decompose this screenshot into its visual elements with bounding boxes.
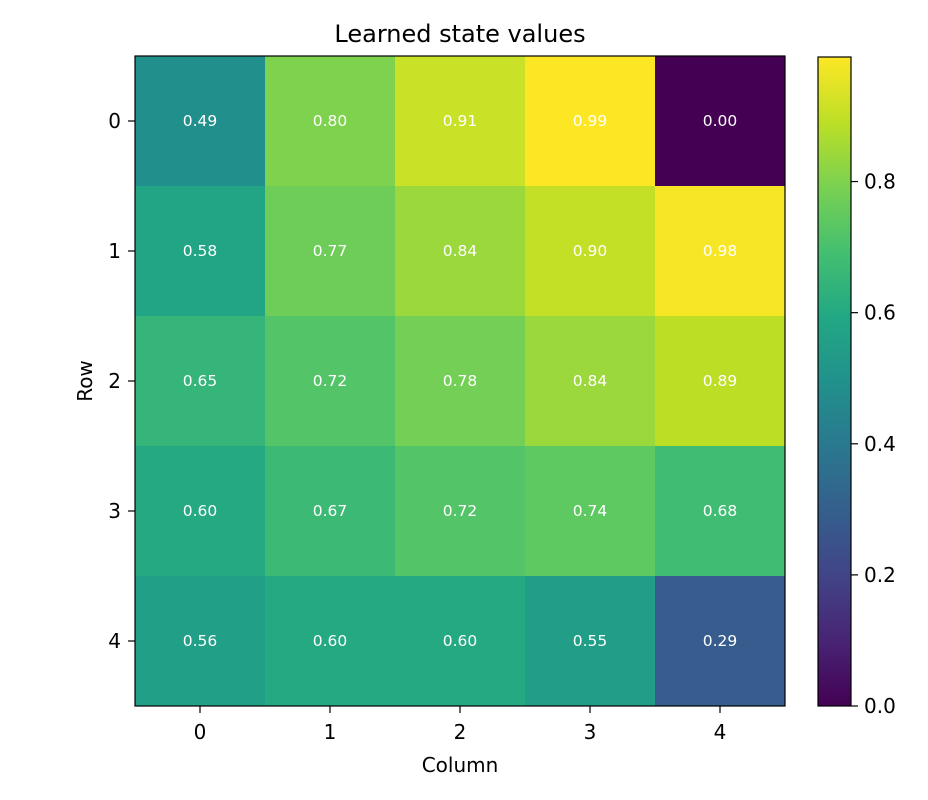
heatmap-cells <box>135 56 786 707</box>
heatmap-cell <box>395 446 526 577</box>
heatmap-cell-label: 0.60 <box>443 632 478 650</box>
y-axis-ticks: 0 1 2 3 4 <box>108 109 135 653</box>
heatmap-cell <box>525 446 656 577</box>
heatmap-cell-label: 0.77 <box>313 242 348 260</box>
heatmap-cell <box>135 446 266 577</box>
heatmap-cell-label: 0.72 <box>443 502 478 520</box>
heatmap-cell <box>265 576 396 707</box>
colorbar <box>817 56 852 707</box>
heatmap-cell <box>655 446 786 577</box>
heatmap-cell-labels: 0.49 0.80 0.91 0.99 0.00 0.58 0.77 0.84 0.90 0.98… <box>183 112 738 650</box>
heatmap-cell <box>655 576 786 707</box>
heatmap-cell <box>525 316 656 447</box>
heatmap-cell <box>395 576 526 707</box>
heatmap-cell <box>135 56 266 187</box>
x-tick-label: 3 <box>584 720 597 744</box>
heatmap-cell-label: 0.90 <box>573 242 608 260</box>
colorbar-tick-label: 0.6 <box>864 301 896 325</box>
colorbar-tick-label: 0.4 <box>864 432 896 456</box>
heatmap-cell-label: 0.65 <box>183 372 218 390</box>
heatmap-cell-label: 0.80 <box>313 112 348 130</box>
heatmap-cell-label: 0.60 <box>313 632 348 650</box>
x-tick-label: 2 <box>454 720 467 744</box>
heatmap-cell-label: 0.89 <box>703 372 738 390</box>
heatmap-cell-label: 0.72 <box>313 372 348 390</box>
heatmap-cell <box>265 56 396 187</box>
heatmap-cell <box>395 316 526 447</box>
y-tick-label: 0 <box>108 109 121 133</box>
heatmap-cell <box>265 316 396 447</box>
x-tick-label: 0 <box>194 720 207 744</box>
x-axis-ticks: 0 1 2 3 4 <box>194 706 727 744</box>
heatmap-cell-label: 0.74 <box>573 502 608 520</box>
heatmap-cell-label: 0.84 <box>573 372 608 390</box>
heatmap-cell-label: 0.84 <box>443 242 478 260</box>
heatmap-cell <box>525 56 656 187</box>
colorbar-tick-label: 0.2 <box>864 563 896 587</box>
heatmap-cell-label: 0.91 <box>443 112 478 130</box>
x-axis-label: Column <box>422 753 499 777</box>
heatmap-cell <box>265 186 396 317</box>
heatmap-cell-label: 0.29 <box>703 632 738 650</box>
heatmap-cell-label: 0.68 <box>703 502 738 520</box>
heatmap-cell <box>525 576 656 707</box>
heatmap-cell <box>135 316 266 447</box>
y-tick-label: 2 <box>108 369 121 393</box>
colorbar-tick-label: 0.8 <box>864 170 896 194</box>
heatmap-cell <box>655 316 786 447</box>
y-tick-label: 1 <box>108 239 121 263</box>
colorbar-tick-label: 0.0 <box>864 694 896 718</box>
heatmap-cell-label: 0.55 <box>573 632 608 650</box>
y-tick-label: 3 <box>108 499 121 523</box>
heatmap-cell-label: 0.99 <box>573 112 608 130</box>
chart-title: Learned state values <box>334 20 585 48</box>
heatmap-cell-label: 0.58 <box>183 242 218 260</box>
heatmap-cell <box>655 56 786 187</box>
heatmap-cell <box>135 186 266 317</box>
heatmap-cell <box>135 576 266 707</box>
colorbar-ticks: 0.0 0.2 0.4 0.6 0.8 <box>851 170 896 718</box>
heatmap-cell-label: 0.00 <box>703 112 738 130</box>
heatmap-cell-label: 0.98 <box>703 242 738 260</box>
heatmap-cell-label: 0.67 <box>313 502 348 520</box>
heatmap-cell <box>525 186 656 317</box>
heatmap-cell-label: 0.60 <box>183 502 218 520</box>
y-axis-label: Row <box>73 360 97 402</box>
heatmap-cell <box>395 56 526 187</box>
heatmap-cell <box>395 186 526 317</box>
y-tick-label: 4 <box>108 629 121 653</box>
heatmap-cell <box>265 446 396 577</box>
heatmap-cell-label: 0.56 <box>183 632 218 650</box>
heatmap-cell-label: 0.49 <box>183 112 218 130</box>
heatmap-cell <box>655 186 786 317</box>
x-tick-label: 1 <box>324 720 337 744</box>
x-tick-label: 4 <box>714 720 727 744</box>
heatmap-cell-label: 0.78 <box>443 372 478 390</box>
